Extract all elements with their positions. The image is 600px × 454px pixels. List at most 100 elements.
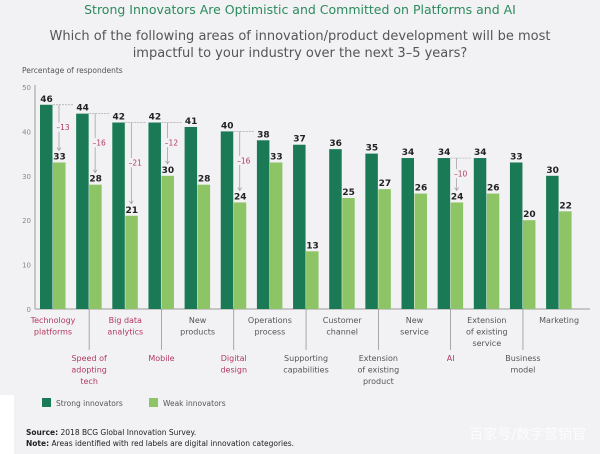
category-label-line: Marketing bbox=[539, 316, 579, 325]
y-tick-label: 50 bbox=[22, 84, 31, 92]
category-label-line: Mobile bbox=[148, 354, 174, 363]
legend-swatch bbox=[149, 398, 158, 407]
data-label: 34 bbox=[402, 148, 415, 158]
bar-weak bbox=[342, 198, 355, 309]
note-text: Areas identified with red labels are dig… bbox=[51, 439, 295, 448]
category-label-line: Extension bbox=[359, 354, 398, 363]
gap-arrow-head bbox=[129, 200, 134, 205]
y-tick-label: 30 bbox=[22, 173, 31, 181]
bar-strong bbox=[293, 144, 306, 309]
bar-strong bbox=[184, 126, 198, 310]
data-label: 46 bbox=[40, 95, 53, 105]
category-label: Business model bbox=[505, 354, 540, 375]
gap-label: –16 bbox=[93, 139, 107, 148]
data-label: 22 bbox=[559, 201, 572, 211]
gap-label: –12 bbox=[165, 139, 179, 148]
gap-label: –10 bbox=[454, 170, 468, 179]
chart-title: Strong Innovators Are Optimistic and Com… bbox=[84, 2, 516, 17]
source-note: Source: 2018 BCG Global Innovation Surve… bbox=[26, 427, 294, 449]
bar-weak bbox=[53, 162, 66, 309]
bar-strong bbox=[365, 153, 378, 309]
category-label-line: adopting bbox=[71, 366, 106, 375]
category-label-line: Speed of bbox=[71, 354, 107, 363]
gap-label-bg bbox=[166, 138, 178, 148]
data-label: 40 bbox=[221, 121, 234, 131]
bar-strong bbox=[112, 122, 125, 310]
gap-arrow-head bbox=[56, 147, 62, 152]
watermark: 百家号/数字营销官 bbox=[469, 427, 586, 443]
bar-weak bbox=[378, 189, 391, 309]
bar-strong bbox=[76, 113, 89, 309]
data-label: 33 bbox=[270, 152, 283, 162]
bar-strong bbox=[220, 131, 234, 309]
category-label-line: process bbox=[255, 328, 286, 337]
category-label-line: model bbox=[510, 366, 535, 375]
data-label: 33 bbox=[53, 152, 66, 162]
category-label: Mobile bbox=[148, 354, 174, 363]
legend-swatch bbox=[42, 398, 51, 407]
category-label: Marketing bbox=[539, 316, 579, 325]
bar-strong bbox=[329, 149, 342, 309]
gap-arrow-head bbox=[237, 187, 243, 192]
bar-weak bbox=[559, 211, 572, 309]
category-label-line: AI bbox=[447, 354, 455, 363]
left-edge-bar bbox=[0, 395, 14, 454]
category-label-line: platforms bbox=[34, 328, 72, 337]
category-label: Operations process bbox=[248, 316, 292, 337]
data-label: 33 bbox=[510, 152, 523, 162]
data-label: 24 bbox=[234, 192, 247, 202]
data-label: 41 bbox=[185, 117, 198, 127]
data-label: 30 bbox=[162, 166, 175, 176]
data-label: 34 bbox=[474, 148, 487, 158]
legend-label: Weak innovators bbox=[163, 399, 226, 408]
gap-label-bg bbox=[130, 158, 142, 168]
gap-arrow-head bbox=[165, 160, 170, 165]
data-label: 42 bbox=[149, 113, 162, 123]
data-label: 35 bbox=[366, 144, 379, 154]
category-label-line: Supporting bbox=[284, 354, 328, 363]
bar-weak bbox=[522, 220, 536, 309]
category-label-line: of existing bbox=[466, 328, 508, 337]
category-label: New service bbox=[400, 316, 429, 337]
category-label-line: products bbox=[180, 328, 215, 337]
category-label-line: Business bbox=[505, 354, 540, 363]
category-label-line: capabilities bbox=[283, 366, 328, 375]
data-label: 38 bbox=[257, 130, 270, 140]
category-label: Extension of existing service bbox=[466, 316, 508, 348]
category-label: Digital design bbox=[220, 354, 247, 375]
bar-weak bbox=[269, 162, 283, 309]
gap-label-bg bbox=[94, 138, 106, 148]
gap-label: –16 bbox=[237, 156, 251, 165]
source-label: Source: bbox=[26, 428, 59, 437]
bar-weak bbox=[306, 251, 319, 309]
y-tick-label: 40 bbox=[22, 128, 31, 136]
category-label-line: Digital bbox=[221, 354, 247, 363]
bar-strong bbox=[509, 162, 523, 309]
category-label-line: design bbox=[220, 366, 247, 375]
data-label: 30 bbox=[546, 166, 559, 176]
data-label: 28 bbox=[89, 175, 102, 185]
bar-strong bbox=[401, 158, 414, 309]
data-label: 24 bbox=[451, 192, 464, 202]
category-label-line: New bbox=[189, 316, 207, 325]
gap-arrow-head bbox=[454, 187, 459, 192]
category-label: Supporting capabilities bbox=[283, 354, 328, 375]
data-label: 21 bbox=[126, 206, 139, 216]
category-label: Customer channel bbox=[323, 316, 363, 337]
legend-label: Strong innovators bbox=[56, 399, 123, 408]
chart-subtitle: Which of the following areas of innovati… bbox=[49, 29, 551, 61]
category-label-line: of existing bbox=[358, 366, 400, 375]
y-tick-label: 20 bbox=[22, 217, 31, 225]
gap-label-bg bbox=[58, 122, 69, 132]
gap-label: –13 bbox=[56, 123, 70, 132]
bar-strong bbox=[546, 175, 559, 309]
data-label: 25 bbox=[342, 188, 355, 198]
bar-weak bbox=[161, 175, 174, 309]
y-tick-label: 10 bbox=[22, 262, 31, 270]
gap-label-bg bbox=[238, 155, 250, 165]
y-tick-label: 0 bbox=[27, 306, 31, 314]
y-axis-label: Percentage of respondents bbox=[22, 66, 123, 75]
category-label-line: New bbox=[406, 316, 424, 325]
data-label: 20 bbox=[523, 210, 536, 220]
data-label: 27 bbox=[379, 179, 392, 189]
